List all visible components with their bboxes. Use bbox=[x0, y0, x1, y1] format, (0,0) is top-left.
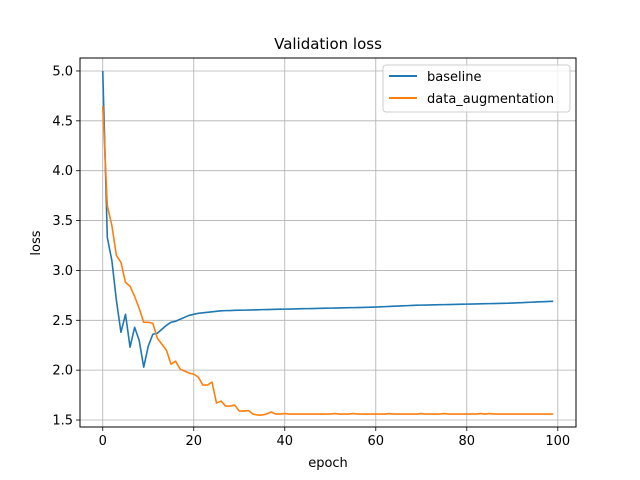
x-tick-label: 100 bbox=[545, 434, 570, 449]
plot-frame bbox=[79, 57, 577, 428]
grid bbox=[80, 58, 576, 427]
y-tick-label: 3.0 bbox=[52, 264, 73, 279]
x-tick-label: 60 bbox=[368, 434, 385, 449]
y-tick-label: 2.0 bbox=[52, 364, 73, 379]
y-tick-label: 3.5 bbox=[52, 214, 73, 229]
y-tick-label: 4.0 bbox=[52, 164, 73, 179]
y-tick-label: 5.0 bbox=[52, 64, 73, 79]
x-tick-label: 40 bbox=[276, 434, 293, 449]
legend: baseline data_augmentation bbox=[382, 64, 571, 113]
y-tick-label: 4.5 bbox=[52, 114, 73, 129]
y-axis-label: loss bbox=[29, 230, 44, 255]
x-axis-label: epoch bbox=[308, 456, 348, 471]
x-tick-label: 80 bbox=[459, 434, 476, 449]
y-tick-label: 1.5 bbox=[52, 414, 73, 429]
series-line-baseline bbox=[101, 70, 554, 368]
series-layer bbox=[101, 70, 554, 416]
legend-label-baseline: baseline bbox=[427, 70, 481, 85]
chart-title: Validation loss bbox=[274, 35, 382, 53]
series-line-data-augmentation bbox=[101, 105, 554, 416]
legend-box bbox=[382, 64, 571, 113]
legend-label-data-augmentation: data_augmentation bbox=[427, 92, 554, 107]
axis-ticks: 0 20 40 60 80 100 1.5 2.0 2.5 3.0 3.5 4.0 4.5 5.0 bbox=[52, 64, 570, 449]
y-tick-label: 2.5 bbox=[52, 314, 73, 329]
x-tick-label: 20 bbox=[185, 434, 202, 449]
x-tick-label: 0 bbox=[99, 434, 107, 449]
